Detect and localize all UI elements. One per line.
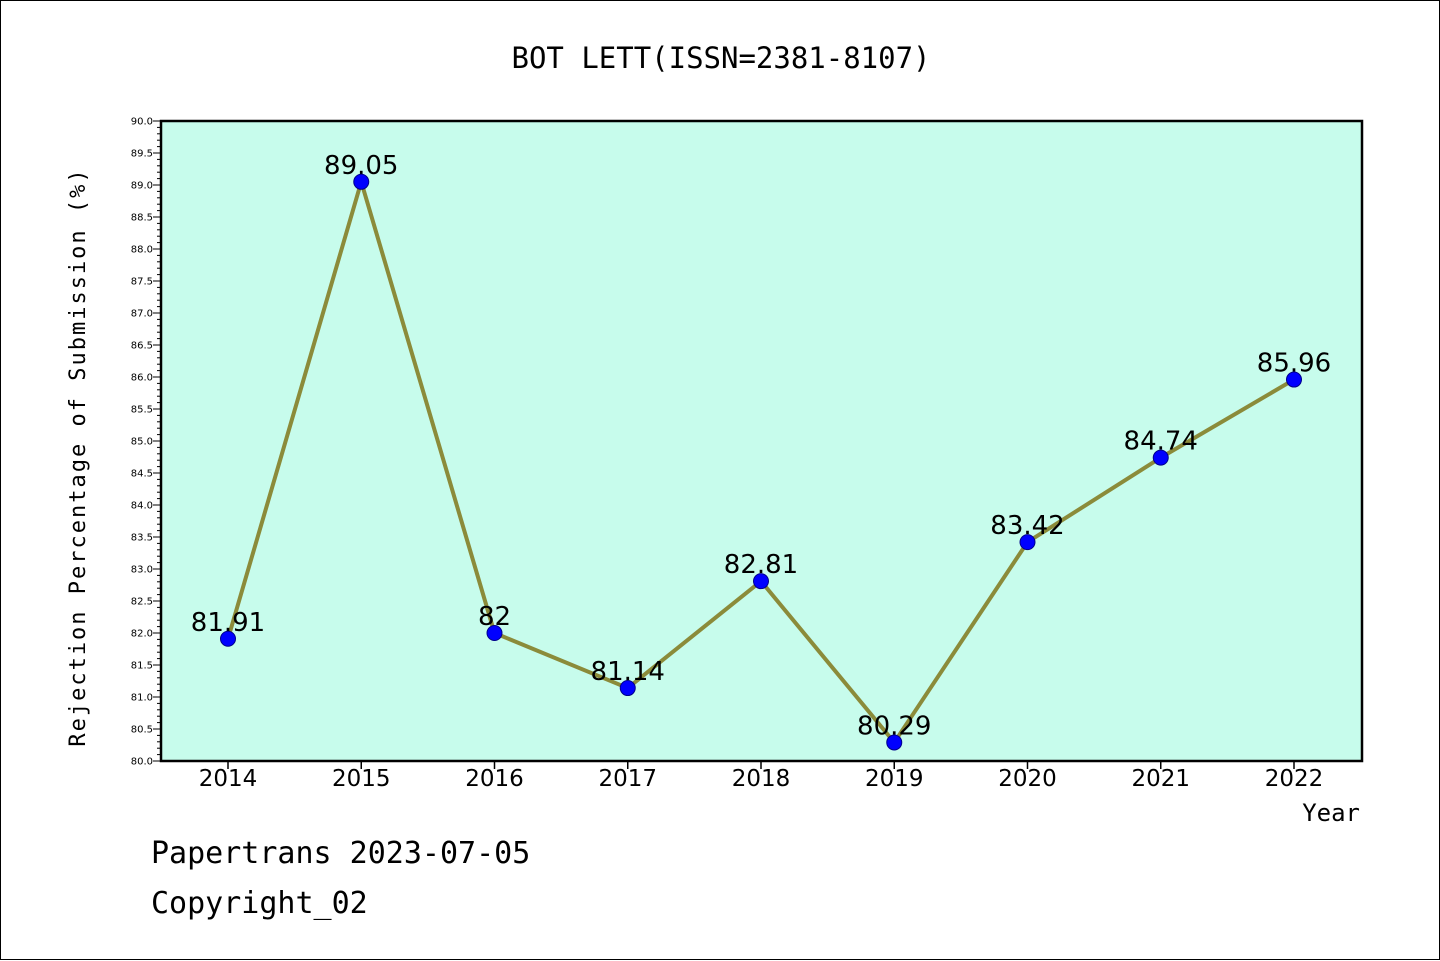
y-tick-label: 80.5 bbox=[131, 725, 153, 736]
x-tick-label: 2021 bbox=[1131, 766, 1190, 792]
y-tick-label: 82.0 bbox=[131, 629, 153, 640]
data-point bbox=[486, 625, 503, 641]
y-tick-label: 86.0 bbox=[131, 373, 153, 384]
data-point bbox=[886, 734, 903, 751]
x-axis-label: Year bbox=[1302, 799, 1360, 827]
y-tick-label: 89.5 bbox=[131, 149, 153, 160]
y-tick-label: 85.0 bbox=[131, 437, 153, 448]
y-tick-label: 86.5 bbox=[131, 341, 153, 352]
y-axis-label: Rejection Percentage of Submission (%) bbox=[66, 167, 91, 746]
x-tick-label: 2019 bbox=[865, 766, 924, 792]
x-tick-label: 2022 bbox=[1265, 766, 1324, 792]
y-tick-label: 81.5 bbox=[131, 661, 153, 672]
footer-date-text: Papertrans 2023-07-05 bbox=[151, 836, 531, 871]
y-tick-label: 84.5 bbox=[131, 469, 153, 480]
y-tick-label: 87.5 bbox=[131, 277, 153, 288]
x-tick-label: 2017 bbox=[598, 766, 657, 792]
x-tick-label: 2018 bbox=[732, 766, 791, 792]
plot-frame bbox=[159, 119, 1364, 763]
data-point bbox=[1152, 449, 1169, 466]
data-point bbox=[619, 680, 636, 697]
y-tick-label: 88.5 bbox=[131, 213, 153, 224]
y-tick-label: 83.5 bbox=[131, 533, 153, 544]
x-tick-label: 2016 bbox=[465, 766, 524, 792]
y-tick-label: 81.0 bbox=[131, 693, 153, 704]
data-markers bbox=[220, 173, 1302, 751]
x-tick-label: 2015 bbox=[332, 766, 391, 792]
data-point bbox=[753, 573, 769, 590]
y-major-ticks: 80.0 80.5 81.0 81.5 82.0 82.5 83.0 83.5 84.0 84.5… bbox=[131, 117, 161, 768]
y-tick-label: 89.0 bbox=[131, 181, 153, 192]
chart-title: BOT LETT(ISSN=2381-8107) bbox=[511, 41, 930, 75]
data-point bbox=[353, 173, 370, 190]
plot-area bbox=[161, 121, 1362, 761]
data-point bbox=[1286, 371, 1302, 388]
data-point bbox=[220, 630, 236, 647]
y-tick-label: 80.0 bbox=[131, 757, 153, 768]
y-tick-label: 87.0 bbox=[131, 309, 153, 320]
y-tick-label: 90.0 bbox=[131, 117, 153, 128]
footer-copyright-text: Copyright_02 bbox=[151, 886, 368, 921]
data-labels: 81.9189.058281.1482.8180.2983.4284.7485.… bbox=[191, 151, 1331, 742]
y-tick-label: 83.0 bbox=[131, 565, 153, 576]
x-ticks: 2014 2015 2016 2017 2018 2019 2020 2021 2022 bbox=[199, 761, 1324, 792]
y-tick-label: 85.5 bbox=[131, 405, 153, 416]
y-tick-label: 88.0 bbox=[131, 245, 153, 256]
data-point bbox=[1019, 534, 1036, 551]
y-tick-label: 84.0 bbox=[131, 501, 153, 512]
y-tick-label: 82.5 bbox=[131, 597, 153, 608]
x-tick-label: 2014 bbox=[199, 766, 258, 792]
x-tick-label: 2020 bbox=[998, 766, 1057, 792]
